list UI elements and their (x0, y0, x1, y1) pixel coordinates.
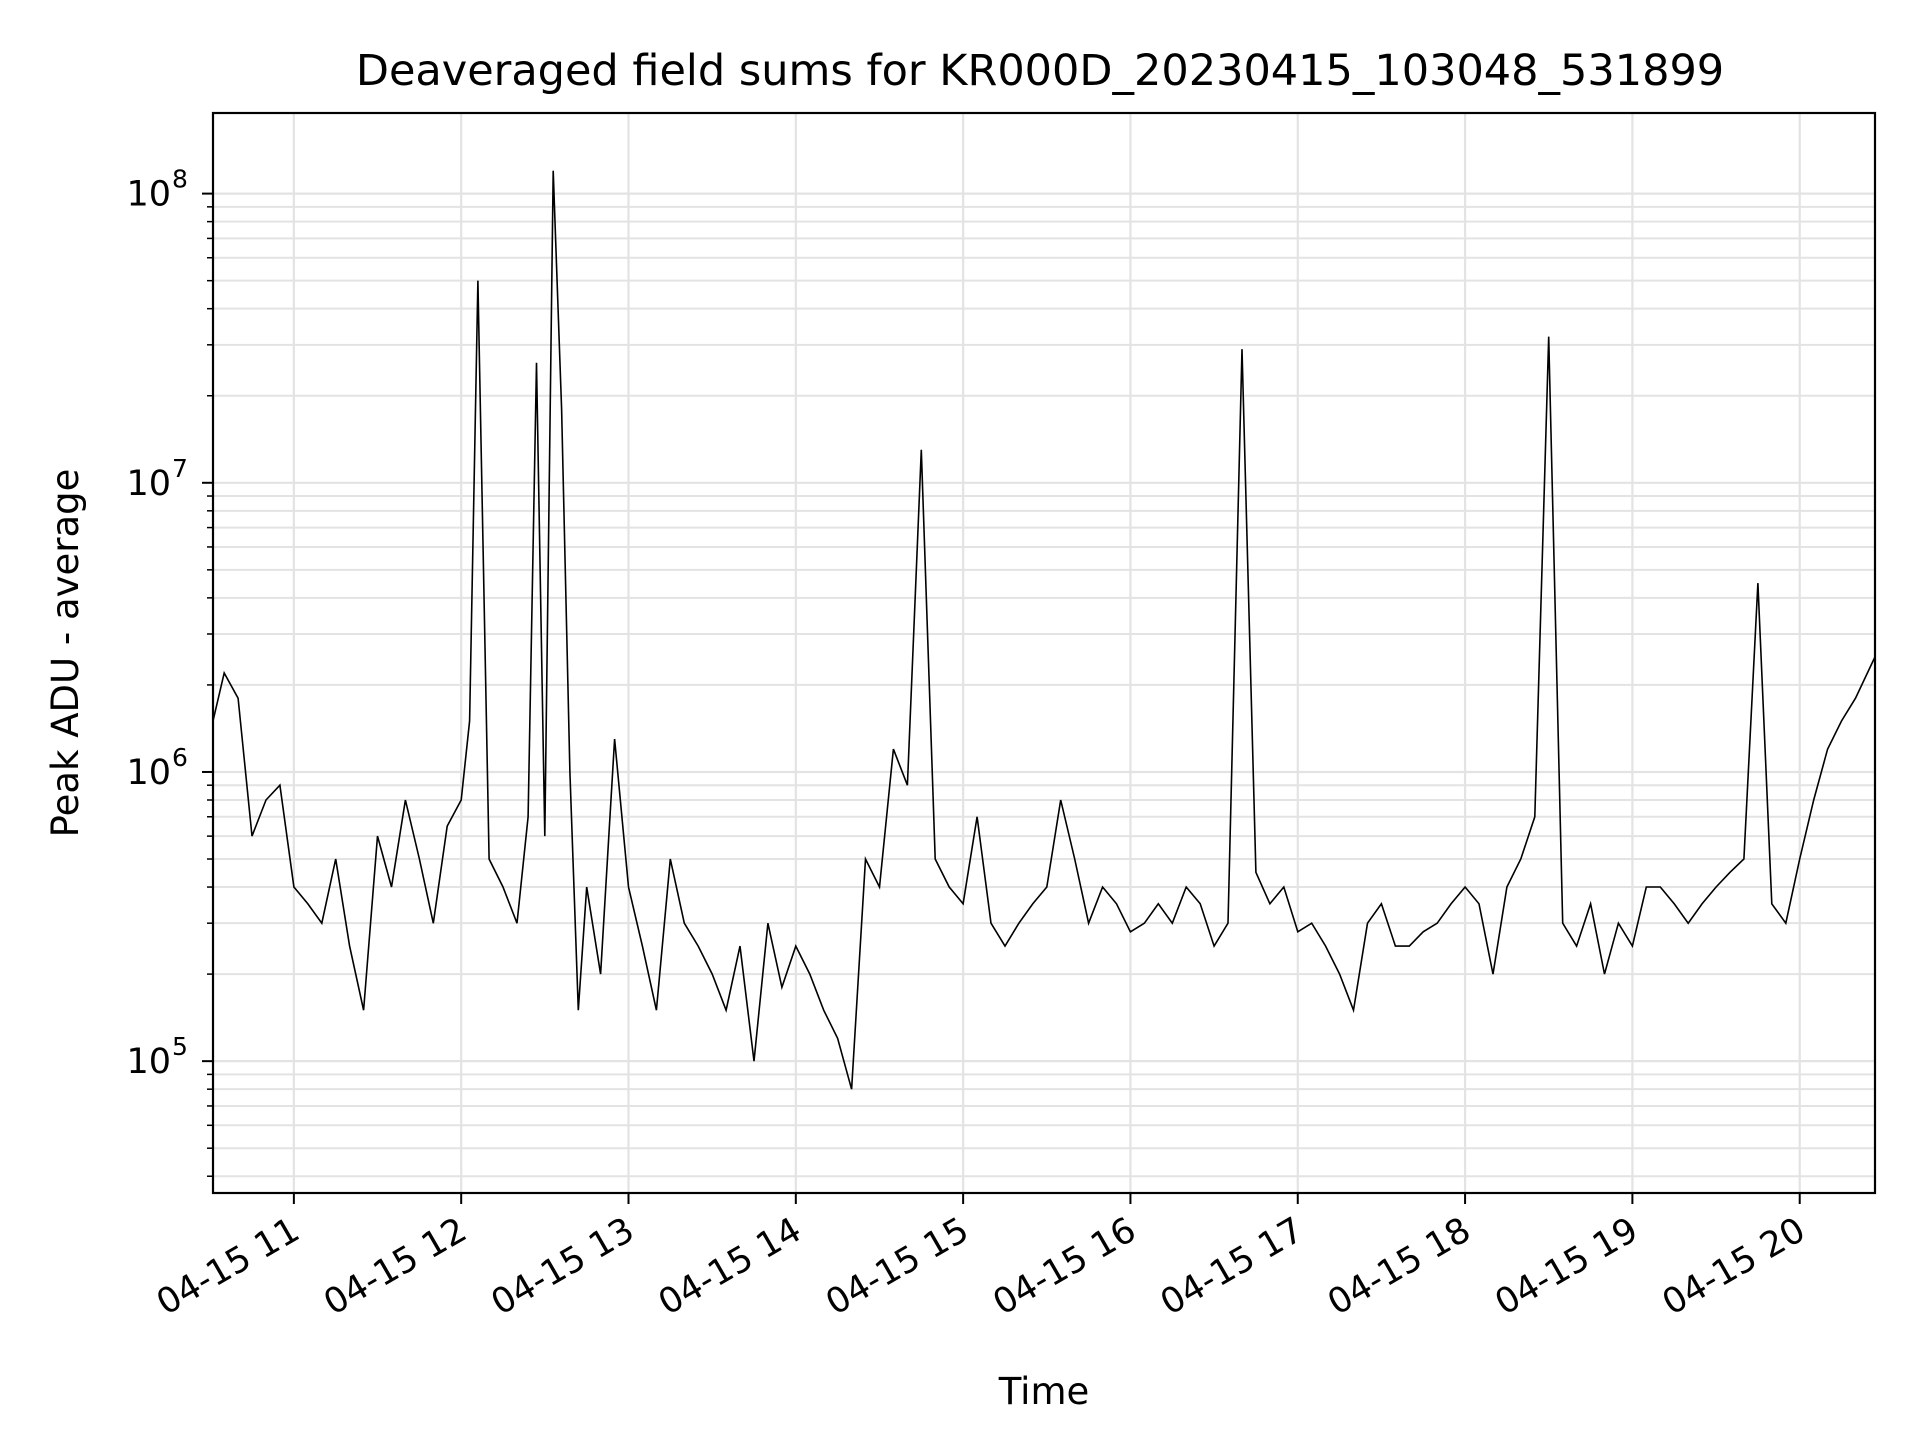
data-layer (213, 170, 1875, 1090)
x-axis-label: Time (998, 1370, 1090, 1413)
y-tick-label: 10 (126, 753, 171, 793)
grid-minor (213, 205, 1875, 1178)
y-tick-label-exponent: 5 (172, 1032, 188, 1061)
y-tick-label-exponent: 7 (172, 454, 188, 483)
y-tick-label: 10 (126, 464, 171, 504)
chart-title: Deaveraged field sums for KR000D_2023041… (356, 46, 1724, 96)
grid-major (213, 113, 1875, 1193)
y-tick-label-exponent: 6 (172, 743, 188, 772)
plot-frame (211, 111, 1877, 1195)
y-tick-label: 10 (126, 175, 171, 215)
y-tick-label-exponent: 8 (172, 165, 188, 194)
series-line (213, 170, 1875, 1090)
y-axis-label: Peak ADU - average (44, 469, 87, 838)
y-tick-label: 10 (126, 1042, 171, 1082)
